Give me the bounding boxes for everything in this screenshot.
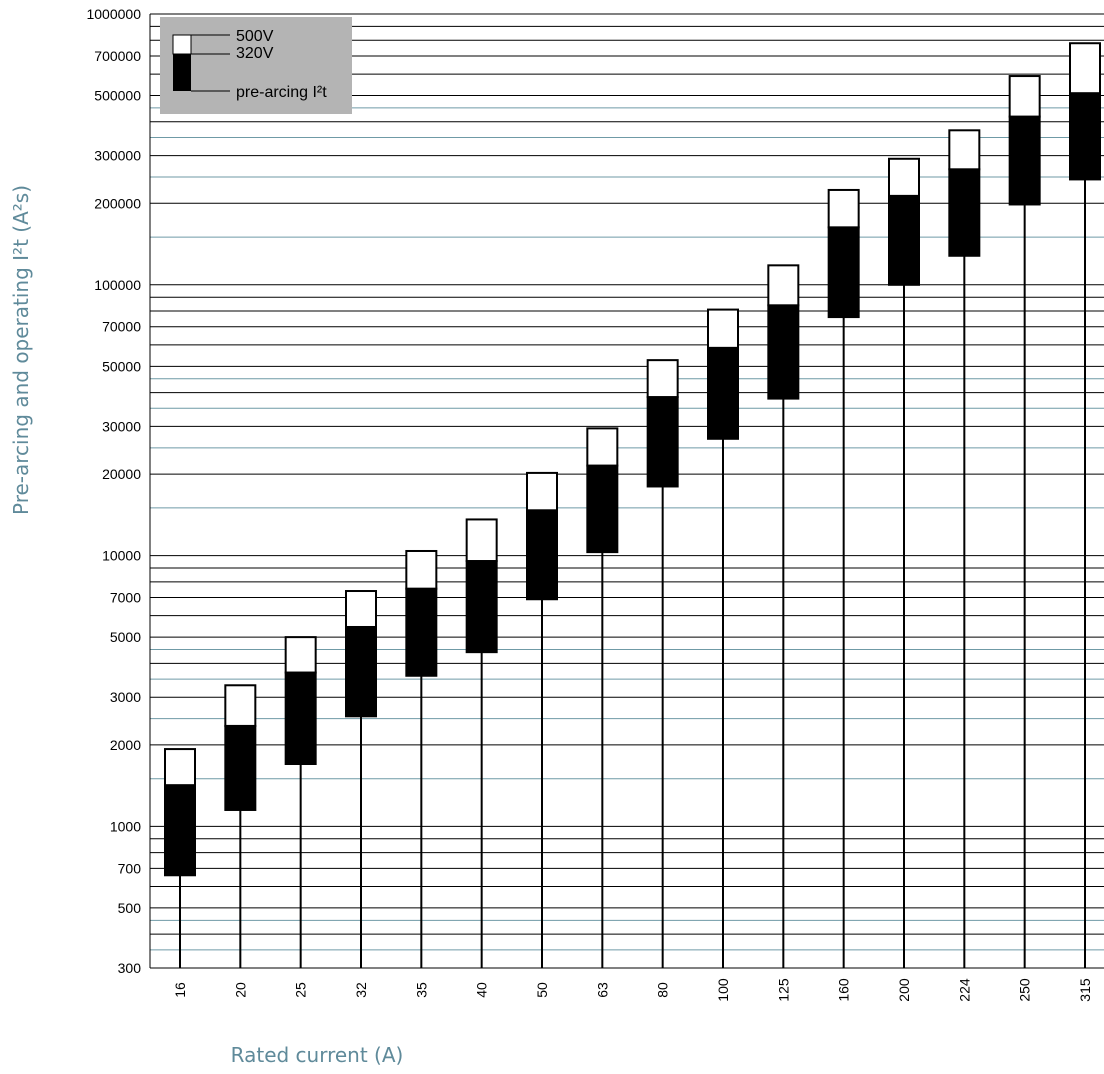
y-tick-label: 500000 (94, 88, 141, 104)
y-tick-label: 5000 (110, 629, 141, 645)
x-tick-label: 224 (956, 978, 972, 1002)
bar-320v-224 (948, 168, 981, 257)
bar-500v-63 (586, 427, 619, 467)
bar-500v-25 (284, 636, 317, 674)
x-tick-label: 40 (474, 982, 490, 998)
bar-320v-250 (1008, 115, 1041, 206)
bar-500v-50 (526, 471, 558, 512)
bar-500v-16 (164, 748, 196, 787)
bar-320v-50 (526, 509, 558, 601)
x-tick-label: 125 (775, 978, 791, 1002)
legend-swatch-320v (173, 54, 191, 91)
x-tick-label: 32 (353, 982, 369, 998)
bar-500v-250 (1008, 75, 1041, 118)
bar-320v-100 (707, 346, 739, 440)
x-tick-label: 50 (534, 982, 550, 998)
y-tick-label: 200000 (94, 195, 141, 211)
y-tick-label: 3000 (110, 689, 141, 705)
y-axis-title: Pre-arcing and operating I²t (A²s) (9, 185, 33, 515)
bar-500v-80 (646, 359, 679, 399)
bar-500v-160 (827, 188, 860, 229)
x-tick-label: 20 (232, 982, 248, 998)
legend-label-500v: 500V (236, 28, 274, 45)
x-tick-label: 200 (896, 978, 912, 1002)
y-tick-label: 100000 (94, 277, 141, 293)
bar-500v-40 (465, 518, 498, 563)
bar-320v-63 (586, 464, 619, 554)
legend-label-320v: 320V (236, 45, 274, 62)
y-tick-label: 700 (118, 860, 142, 876)
bar-500v-200 (888, 157, 920, 197)
x-tick-label: 160 (836, 978, 852, 1002)
y-tick-label: 300 (118, 960, 142, 976)
x-tick-label: 250 (1017, 978, 1033, 1002)
bar-500v-224 (948, 129, 981, 171)
y-tick-label: 500 (118, 900, 142, 916)
bar-320v-315 (1069, 92, 1101, 181)
x-tick-labels: 16 20 25 32 35 40 50 63 80 100 125 160 200 224 250 315 (172, 978, 1093, 1002)
y-tick-label: 700000 (94, 48, 141, 64)
x-tick-label: 25 (293, 982, 309, 998)
bar-320v-125 (767, 304, 800, 400)
x-tick-label: 100 (715, 978, 731, 1002)
bar-320v-16 (164, 784, 196, 877)
legend: 500V 320V pre-arcing I²t (160, 17, 352, 114)
x-tick-label: 16 (172, 982, 188, 998)
bar-320v-80 (646, 396, 679, 488)
y-tick-label: 2000 (110, 737, 141, 753)
bar-320v-35 (405, 587, 438, 677)
bars (164, 42, 1101, 968)
bar-500v-125 (767, 264, 800, 307)
y-tick-label: 1000000 (86, 6, 141, 22)
y-tick-label: 70000 (102, 319, 141, 335)
bar-320v-200 (888, 194, 920, 286)
x-tick-label: 35 (413, 982, 429, 998)
legend-box (160, 17, 352, 114)
bar-500v-35 (405, 549, 438, 590)
y-tick-label: 30000 (102, 418, 141, 434)
x-tick-label: 315 (1077, 978, 1093, 1002)
bar-500v-20 (224, 684, 257, 727)
y-tick-label: 10000 (102, 548, 141, 564)
x-axis-title: Rated current (A) (231, 1043, 404, 1067)
bar-500v-32 (345, 590, 377, 628)
bar-500v-315 (1069, 42, 1101, 95)
bar-320v-32 (345, 625, 377, 718)
y-tick-labels: 1000000 700000 500000 300000 200000 100000 700… (86, 6, 141, 976)
bar-320v-40 (465, 560, 498, 654)
y-tick-label: 7000 (110, 590, 141, 606)
y-tick-label: 1000 (110, 818, 141, 834)
x-tick-label: 80 (655, 982, 671, 998)
bar-320v-160 (827, 226, 860, 319)
bar-500v-100 (707, 308, 739, 349)
y-tick-label: 50000 (102, 358, 141, 374)
legend-swatch-500v (172, 34, 192, 55)
bar-320v-20 (224, 724, 257, 811)
y-tick-label: 300000 (94, 148, 141, 164)
x-tick-label: 63 (594, 982, 610, 998)
y-tick-label: 20000 (102, 466, 141, 482)
bar-320v-25 (284, 671, 317, 765)
legend-label-prearcing: pre-arcing I²t (236, 84, 327, 101)
